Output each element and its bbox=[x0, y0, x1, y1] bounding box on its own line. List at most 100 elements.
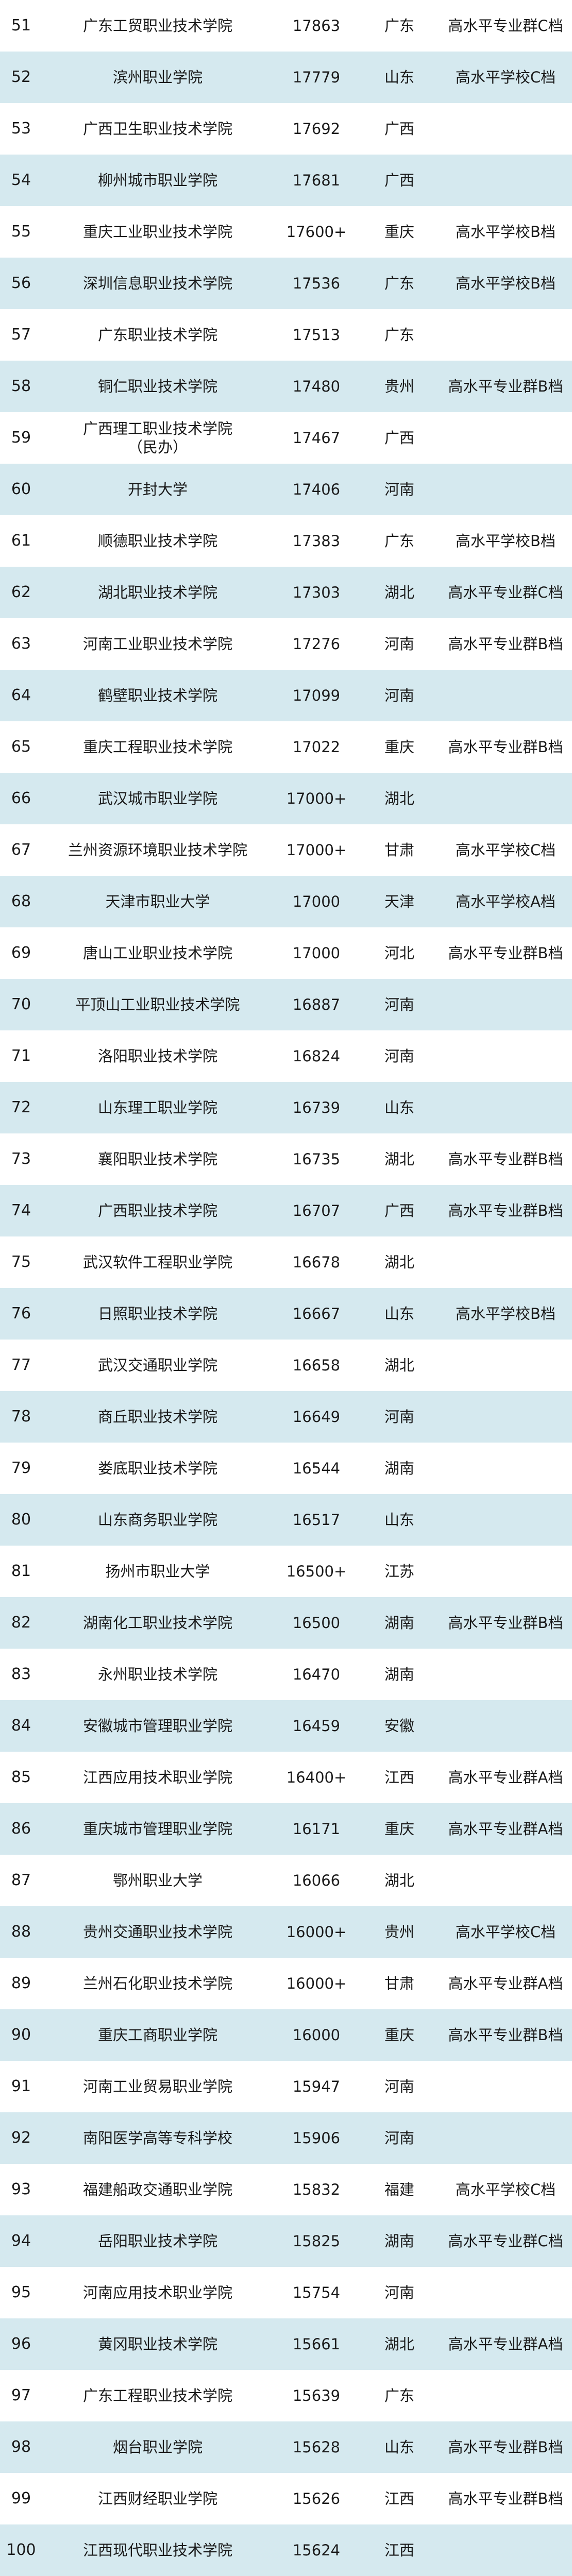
score-cell: 17513 bbox=[292, 326, 341, 344]
score-cell: 16000+ bbox=[286, 1975, 347, 1992]
school-name-cell: 黄冈职业技术学院 bbox=[97, 2335, 217, 2353]
province-cell: 重庆 bbox=[384, 1820, 414, 1838]
table-row: 86 重庆城市管理职业学院 16171 重庆 高水平专业群A档 bbox=[0, 1803, 572, 1855]
rank-cell: 59 bbox=[11, 429, 31, 447]
score-cell: 16649 bbox=[292, 1408, 341, 1426]
school-name-cell: 洛阳职业技术学院 bbox=[97, 1047, 217, 1065]
level-cell: 高水平专业群B档 bbox=[448, 635, 563, 653]
province-cell: 山东 bbox=[384, 1305, 414, 1323]
rank-cell: 62 bbox=[11, 583, 31, 601]
score-cell: 16544 bbox=[292, 1460, 341, 1477]
level-cell: 高水平专业群B档 bbox=[448, 2438, 563, 2456]
school-name-cell: 武汉城市职业学院 bbox=[97, 790, 217, 807]
rank-cell: 100 bbox=[6, 2541, 36, 2559]
score-cell: 15754 bbox=[292, 2284, 341, 2301]
rank-cell: 97 bbox=[11, 2386, 31, 2404]
table-row: 74 广西职业技术学院 16707 广西 高水平专业群B档 bbox=[0, 1185, 572, 1236]
rank-cell: 55 bbox=[11, 223, 31, 241]
school-name-cell: 重庆工商职业学院 bbox=[97, 2026, 217, 2044]
rank-cell: 87 bbox=[11, 1871, 31, 1889]
province-cell: 湖北 bbox=[384, 1357, 414, 1374]
level-cell: 高水平专业群A档 bbox=[448, 2335, 563, 2353]
province-cell: 湖北 bbox=[384, 1150, 414, 1168]
rank-cell: 75 bbox=[11, 1253, 31, 1271]
school-name-cell: 兰州石化职业技术学院 bbox=[82, 1975, 232, 1992]
table-row: 98 烟台职业学院 15628 山东 高水平专业群B档 bbox=[0, 2421, 572, 2473]
school-name-cell: 日照职业技术学院 bbox=[97, 1305, 217, 1323]
province-cell: 广西 bbox=[384, 120, 414, 138]
province-cell: 江苏 bbox=[384, 1563, 414, 1580]
table-row: 55 重庆工业职业技术学院 17600+ 重庆 高水平学校B档 bbox=[0, 206, 572, 258]
school-name-cell: 柳州城市职业学院 bbox=[97, 172, 217, 189]
province-cell: 甘肃 bbox=[384, 841, 414, 859]
score-cell: 17600+ bbox=[286, 223, 347, 241]
score-cell: 16066 bbox=[292, 1872, 341, 1889]
rank-cell: 81 bbox=[11, 1562, 31, 1580]
table-row: 96 黄冈职业技术学院 15661 湖北 高水平专业群A档 bbox=[0, 2318, 572, 2370]
score-cell: 16678 bbox=[292, 1253, 341, 1271]
province-cell: 福建 bbox=[384, 2181, 414, 2198]
rank-cell: 73 bbox=[11, 1150, 31, 1168]
rank-cell: 84 bbox=[11, 1717, 31, 1735]
table-row: 80 山东商务职业学院 16517 山东 bbox=[0, 1494, 572, 1546]
province-cell: 湖南 bbox=[384, 1614, 414, 1632]
score-cell: 17303 bbox=[292, 584, 341, 601]
rank-cell: 54 bbox=[11, 171, 31, 189]
table-row: 65 重庆工程职业技术学院 17022 重庆 高水平专业群B档 bbox=[0, 721, 572, 773]
school-name-cell: 贵州交通职业技术学院 bbox=[82, 1923, 232, 1941]
school-name-cell: 南阳医学高等专科学校 bbox=[82, 2129, 232, 2147]
score-cell: 17099 bbox=[292, 687, 341, 704]
province-cell: 广东 bbox=[384, 17, 414, 35]
school-name-cell: 武汉交通职业学院 bbox=[97, 1357, 217, 1374]
school-name-cell: 开封大学 bbox=[127, 481, 188, 498]
rank-cell: 99 bbox=[11, 2489, 31, 2507]
level-cell: 高水平学校B档 bbox=[456, 1305, 556, 1323]
school-name-cell: 兰州资源环境职业技术学院 bbox=[68, 841, 247, 859]
table-row: 87 鄂州职业大学 16066 湖北 bbox=[0, 1855, 572, 1906]
level-cell: 高水平专业群B档 bbox=[448, 1150, 563, 1168]
rank-cell: 71 bbox=[11, 1047, 31, 1065]
table-row: 92 南阳医学高等专科学校 15906 河南 bbox=[0, 2112, 572, 2164]
table-row: 79 娄底职业技术学院 16544 湖南 bbox=[0, 1443, 572, 1494]
province-cell: 河南 bbox=[384, 2129, 414, 2147]
rank-cell: 93 bbox=[11, 2180, 31, 2198]
rank-cell: 66 bbox=[11, 789, 31, 807]
rank-cell: 64 bbox=[11, 686, 31, 704]
table-row: 67 兰州资源环境职业技术学院 17000+ 甘肃 高水平学校C档 bbox=[0, 824, 572, 876]
score-cell: 16887 bbox=[292, 996, 341, 1013]
school-name-cell: 福建船政交通职业学院 bbox=[82, 2181, 232, 2198]
school-name-cell: 重庆工程职业技术学院 bbox=[82, 738, 232, 756]
school-name-cell: 烟台职业学院 bbox=[112, 2438, 203, 2456]
table-row: 83 永州职业技术学院 16470 湖南 bbox=[0, 1649, 572, 1700]
table-row: 94 岳阳职业技术学院 15825 湖南 高水平专业群C档 bbox=[0, 2215, 572, 2267]
score-cell: 16517 bbox=[292, 1511, 341, 1529]
province-cell: 河南 bbox=[384, 635, 414, 653]
school-name-cell: 扬州市职业大学 bbox=[105, 1563, 210, 1580]
score-cell: 15832 bbox=[292, 2181, 341, 2198]
level-cell: 高水平学校C档 bbox=[455, 1923, 556, 1941]
table-row: 56 深圳信息职业技术学院 17536 广东 高水平学校B档 bbox=[0, 258, 572, 309]
score-cell: 17863 bbox=[292, 17, 341, 35]
rank-cell: 77 bbox=[11, 1356, 31, 1374]
table-row: 95 河南应用技术职业学院 15754 河南 bbox=[0, 2267, 572, 2318]
province-cell: 山东 bbox=[384, 1099, 414, 1116]
score-cell: 17692 bbox=[292, 120, 341, 138]
score-cell: 16000 bbox=[292, 2026, 341, 2044]
school-name-cell: 广东工贸职业技术学院 bbox=[82, 17, 232, 35]
table-row: 100 江西现代职业技术学院 15624 江西 bbox=[0, 2524, 572, 2576]
province-cell: 广西 bbox=[384, 1202, 414, 1219]
school-name-cell: 河南应用技术职业学院 bbox=[82, 2284, 232, 2301]
rank-cell: 63 bbox=[11, 635, 31, 653]
rank-cell: 74 bbox=[11, 1201, 31, 1219]
table-row: 91 河南工业贸易职业学院 15947 河南 bbox=[0, 2061, 572, 2112]
school-name-cell: 滨州职业学院 bbox=[112, 69, 203, 86]
school-name-cell: 广东职业技术学院 bbox=[97, 326, 217, 344]
level-cell: 高水平专业群A档 bbox=[448, 1820, 563, 1838]
score-cell: 16500+ bbox=[286, 1563, 347, 1580]
province-cell: 湖南 bbox=[384, 2232, 414, 2250]
rank-cell: 88 bbox=[11, 1923, 31, 1941]
score-cell: 15661 bbox=[292, 2335, 341, 2353]
school-name-cell: 江西财经职业学院 bbox=[97, 2490, 217, 2507]
rank-cell: 67 bbox=[11, 841, 31, 859]
province-cell: 广东 bbox=[384, 275, 414, 292]
